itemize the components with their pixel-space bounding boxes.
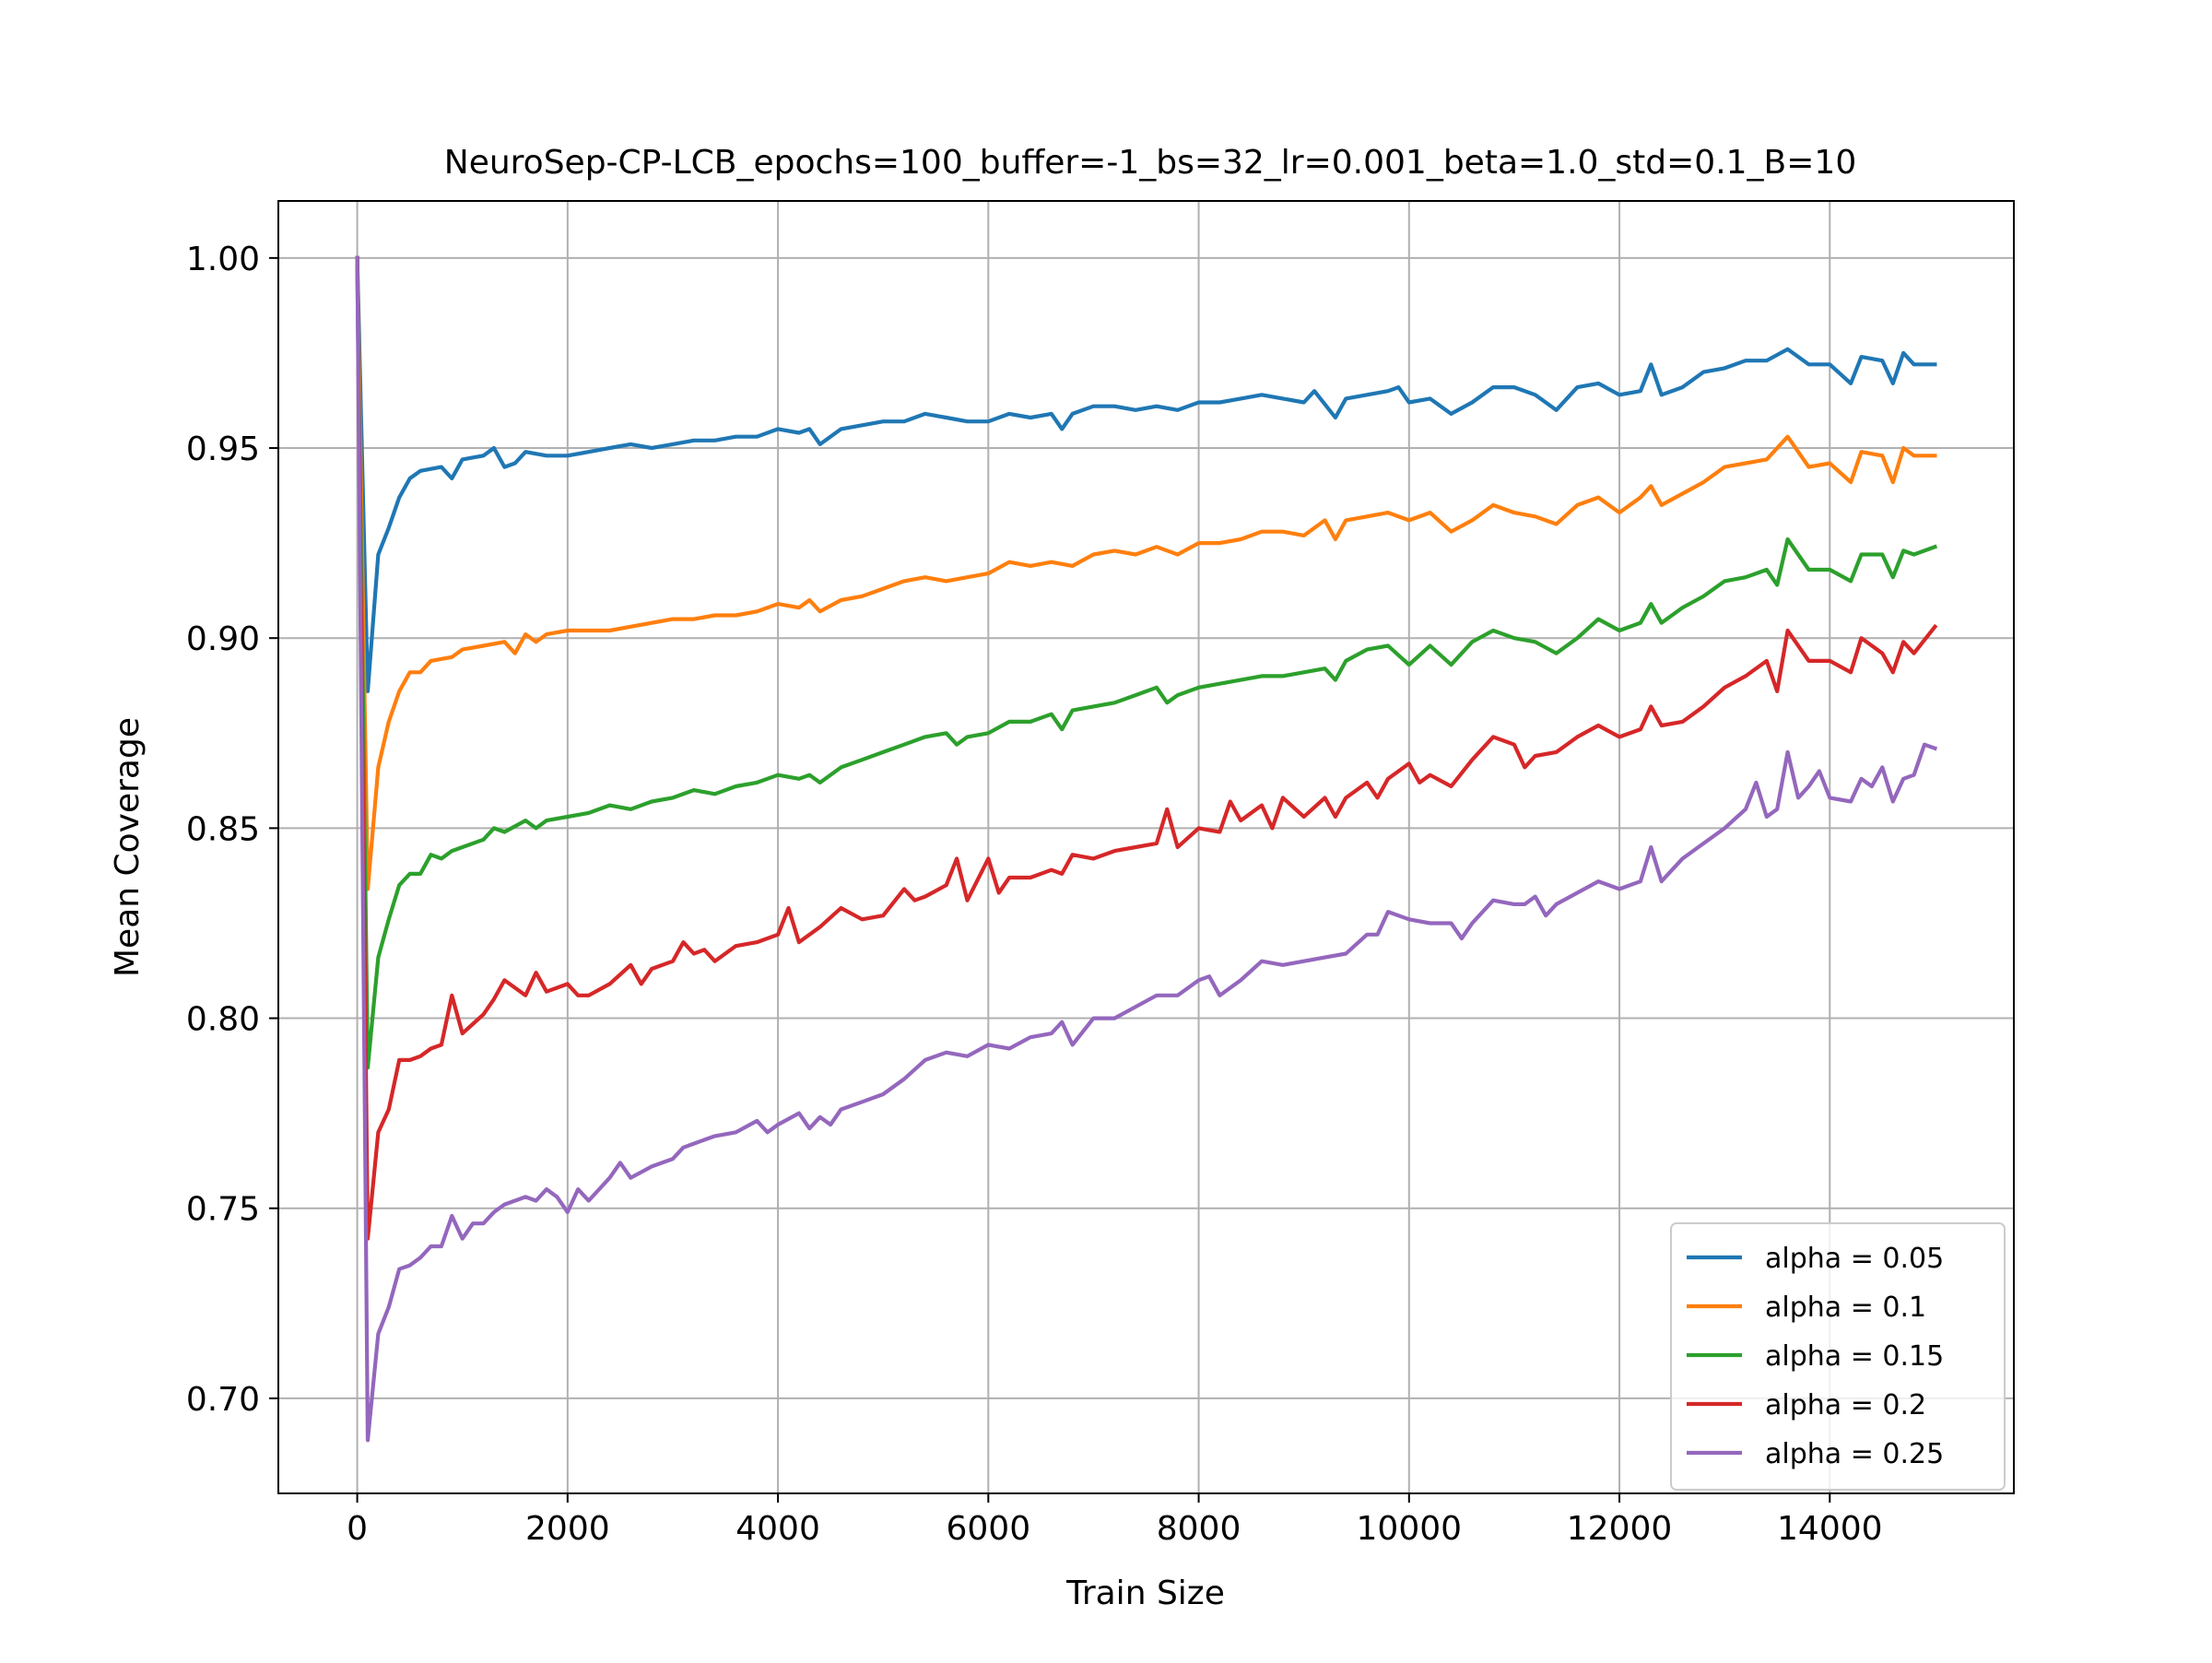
chart-title: NeuroSep-CP-LCB_epochs=100_buffer=-1_bs=… bbox=[444, 144, 1856, 182]
y-tick-label: 0.95 bbox=[186, 430, 260, 468]
axis-ticks: 0 2000 4000 6000 8000 10000 12000 14000 0.70 0.75… bbox=[186, 241, 1883, 1548]
x-tick-label: 8000 bbox=[1157, 1510, 1241, 1548]
x-tick-label: 0 bbox=[347, 1510, 368, 1548]
legend-box bbox=[1670, 1222, 2006, 1491]
y-axis-label: Mean Coverage bbox=[109, 717, 147, 977]
legend: alpha = 0.05 alpha = 0.1 alpha = 0.15 alpha… bbox=[1670, 1222, 2006, 1491]
y-tick-label: 0.80 bbox=[186, 1001, 260, 1039]
y-tick-label: 0.70 bbox=[186, 1381, 260, 1419]
series-lines bbox=[355, 255, 1938, 1443]
series-line-1 bbox=[355, 255, 1937, 891]
legend-label-3: alpha = 0.2 bbox=[1765, 1389, 1926, 1421]
x-tick-label: 4000 bbox=[735, 1510, 820, 1548]
legend-label-0: alpha = 0.05 bbox=[1765, 1243, 1944, 1275]
x-tick-label: 14000 bbox=[1777, 1510, 1883, 1548]
series-line-2 bbox=[355, 255, 1938, 1070]
grid bbox=[278, 201, 2014, 1493]
y-tick-label: 0.75 bbox=[186, 1191, 260, 1229]
legend-label-2: alpha = 0.15 bbox=[1765, 1340, 1944, 1373]
x-tick-label: 12000 bbox=[1567, 1510, 1673, 1548]
plot-area-frame bbox=[277, 200, 2015, 1494]
y-tick-label: 1.00 bbox=[186, 241, 260, 278]
x-tick-label: 2000 bbox=[525, 1510, 610, 1548]
series-line-3 bbox=[355, 255, 1938, 1241]
y-tick-label: 0.85 bbox=[186, 810, 260, 848]
y-tick-label: 0.90 bbox=[186, 620, 260, 658]
x-axis-label: Train Size bbox=[1065, 1575, 1225, 1612]
x-tick-label: 6000 bbox=[947, 1510, 1031, 1548]
series-line-0 bbox=[355, 255, 1937, 693]
legend-label-4: alpha = 0.25 bbox=[1765, 1438, 1944, 1470]
x-tick-label: 10000 bbox=[1357, 1510, 1463, 1548]
legend-label-1: alpha = 0.1 bbox=[1765, 1291, 1926, 1324]
series-line-4 bbox=[355, 255, 1938, 1443]
